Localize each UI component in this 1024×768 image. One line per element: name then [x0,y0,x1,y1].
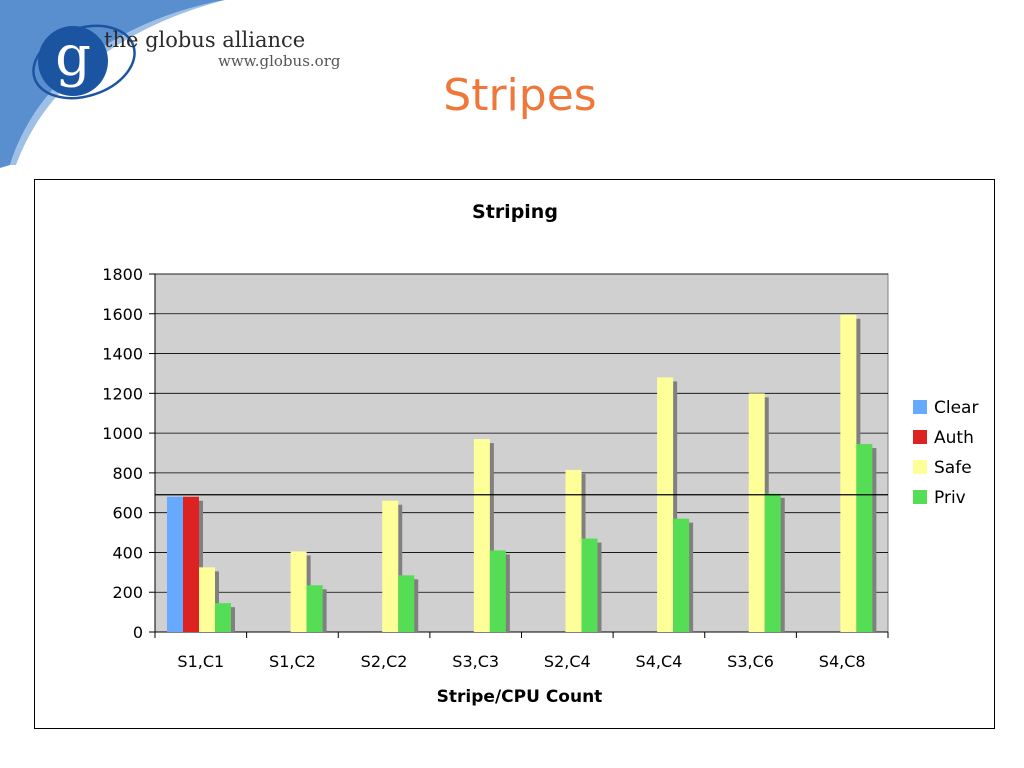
bar-priv [489,550,506,632]
y-tick-label: 200 [112,583,143,602]
org-name: the globus alliance [104,28,306,52]
legend-swatch-clear [913,400,927,414]
bar-priv [398,575,415,632]
bar-safe [565,469,582,632]
legend-swatch-auth [913,430,927,444]
bar-priv [673,518,690,632]
chart-frame: Striping 0 200 400 600 800 1000 1200 1400 1600 180… [34,179,995,729]
y-tick-label: 0 [133,623,143,642]
x-tick-label: S3,C3 [452,652,499,671]
bar-safe [290,551,307,632]
x-tick-label: S4,C4 [636,652,683,671]
legend-label-safe: Safe [934,458,972,478]
bar-safe [657,377,674,632]
legend-label-clear: Clear [934,398,978,418]
bar-priv [215,603,231,632]
x-tick-label: S4,C8 [819,652,866,671]
bar-clear [167,496,183,632]
bar-safe [748,393,765,632]
bar-safe [473,439,490,632]
bar-priv [764,493,781,632]
legend-swatch-safe [913,460,927,474]
x-tick-label: S2,C4 [544,652,591,671]
legend-swatch-priv [913,490,927,504]
x-tick-label: S1,C2 [269,652,316,671]
y-tick-label: 1200 [102,384,143,403]
x-tick-label: S3,C6 [727,652,774,671]
logo-letter: g [55,24,91,89]
y-tick-label: 1600 [102,305,143,324]
slide-title: Stripes [443,70,597,121]
x-axis-label: Stripe/CPU Count [437,687,603,707]
bar-priv [856,444,873,632]
bar-priv [581,538,598,632]
y-tick-label: 400 [112,543,143,562]
y-tick-label: 1400 [102,345,143,364]
chart-title: Striping [472,201,558,223]
bar-auth [183,496,199,632]
striping-chart: Striping 0 200 400 600 800 1000 1200 1400 1600 180… [102,201,978,707]
y-tick-label: 1000 [102,424,143,443]
bar-safe [840,314,857,632]
bar-safe [382,500,399,632]
bar-priv [306,585,323,632]
globus-logo: g [38,26,108,96]
y-tick-label: 800 [112,464,143,483]
bar-safe [199,567,215,632]
legend-label-priv: Priv [934,488,966,508]
legend-label-auth: Auth [934,428,974,448]
y-tick-label: 1800 [102,265,143,284]
x-tick-label: S1,C1 [177,652,224,671]
x-tick-label: S2,C2 [361,652,408,671]
org-url: www.globus.org [218,52,341,70]
y-tick-label: 600 [112,504,143,523]
